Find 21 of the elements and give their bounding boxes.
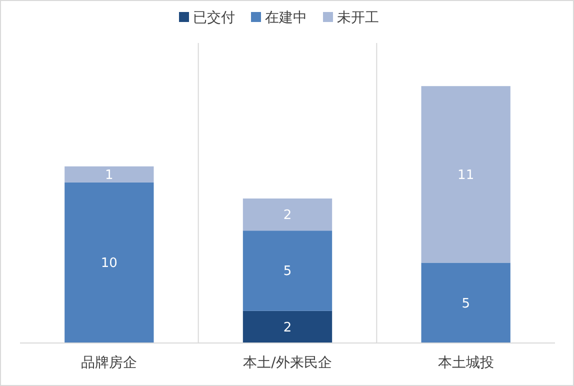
- legend-label: 未开工: [337, 10, 379, 26]
- legend-label: 在建中: [265, 10, 307, 26]
- bar: [421, 262, 510, 343]
- x-tick-label: 品牌房企: [81, 355, 138, 371]
- x-tick-label: 本土/外来民企: [243, 355, 332, 371]
- plot: 10 1 2 5 2 5 11: [64, 42, 510, 344]
- data-label: 10: [100, 256, 118, 272]
- bar: [421, 86, 510, 263]
- x-tick-label: 本土城投: [438, 355, 494, 371]
- bar: [242, 230, 332, 311]
- bar: [64, 166, 154, 182]
- data-label: 5: [462, 296, 470, 312]
- bar: [242, 310, 332, 343]
- bar: [64, 182, 154, 343]
- data-label: 5: [283, 264, 292, 280]
- legend-label: 已交付: [193, 10, 235, 26]
- data-label: 2: [283, 320, 292, 336]
- data-label: 1: [105, 168, 114, 183]
- data-label: 2: [283, 208, 292, 224]
- data-label: 11: [458, 168, 474, 183]
- bar: [242, 198, 332, 231]
